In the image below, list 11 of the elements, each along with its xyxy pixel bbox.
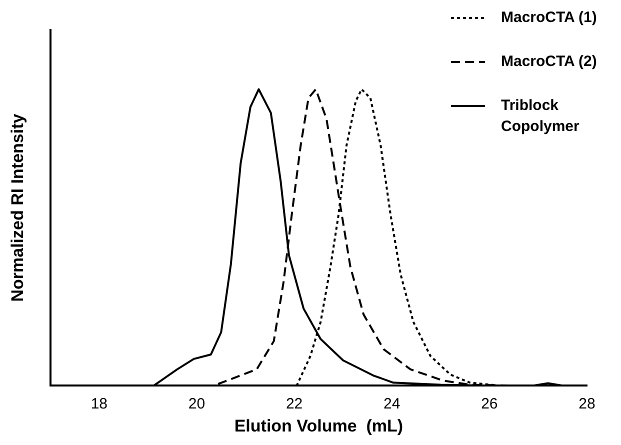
x-tick-label: 18 [90,396,108,413]
x-tick-label: 26 [481,396,498,413]
y-axis-title: Normalized RI Intensity [8,113,27,302]
x-tick-label: 24 [384,396,400,413]
x-tick-label: 22 [286,396,303,413]
legend-label: Triblock Copolymer [501,97,580,136]
legend-label: MacroCTA (2) [501,53,597,70]
x-axis-title: Elution Volume (mL) [234,416,404,436]
legend-label: MacroCTA (1) [501,9,597,26]
x-tick-label: 28 [578,396,596,413]
x-tick-label: 20 [188,396,206,413]
